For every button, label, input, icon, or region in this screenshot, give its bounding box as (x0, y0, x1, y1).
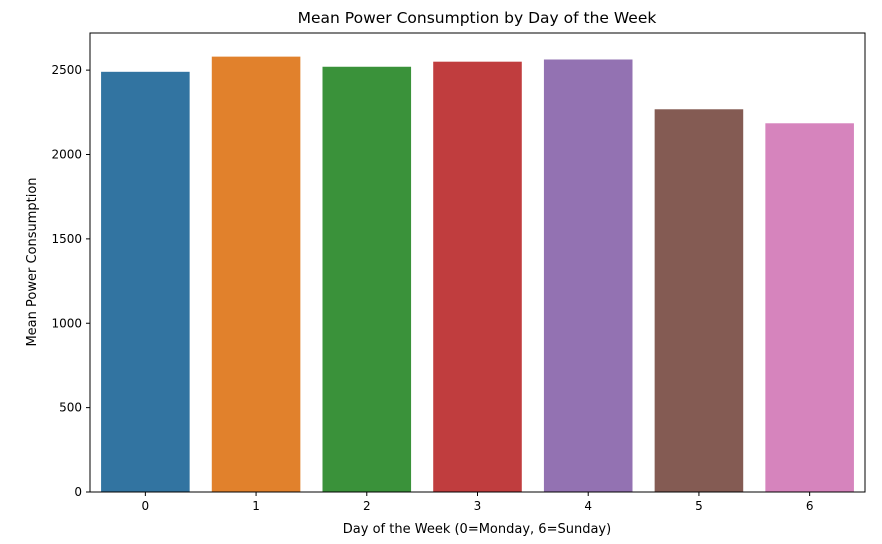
y-axis: 0 500 1000 1500 2000 2500 (51, 63, 90, 499)
bar-day-1 (211, 56, 301, 492)
bar-day-5 (654, 109, 744, 493)
x-tick-label: 1 (252, 499, 260, 513)
x-axis-label: Day of the Week (0=Monday, 6=Sunday) (343, 522, 611, 537)
x-tick-label: 4 (584, 499, 592, 513)
bar-day-6 (765, 123, 854, 492)
bar-day-0 (101, 71, 190, 492)
x-tick-label: 6 (806, 499, 814, 513)
plot-frame (89, 32, 866, 493)
bar-day-2 (322, 66, 412, 492)
x-tick-label: 0 (142, 499, 150, 513)
y-tick-label: 0 (74, 485, 82, 499)
y-tick-label: 1000 (51, 316, 82, 330)
y-tick-label: 1500 (51, 232, 82, 246)
y-tick-label: 2000 (51, 148, 82, 162)
y-tick-label: 2500 (51, 63, 82, 77)
y-axis-label: Mean Power Consumption (25, 177, 40, 346)
x-tick-label: 2 (363, 499, 371, 513)
x-tick-label: 3 (474, 499, 482, 513)
bars-group (101, 56, 854, 493)
bar-day-3 (433, 61, 522, 492)
x-tick-label: 5 (695, 499, 703, 513)
x-axis: 0 1 2 3 4 5 6 (142, 492, 814, 513)
y-tick-label: 500 (59, 401, 82, 415)
chart-title: Mean Power Consumption by Day of the Wee… (298, 9, 657, 27)
bar-day-4 (543, 59, 633, 493)
